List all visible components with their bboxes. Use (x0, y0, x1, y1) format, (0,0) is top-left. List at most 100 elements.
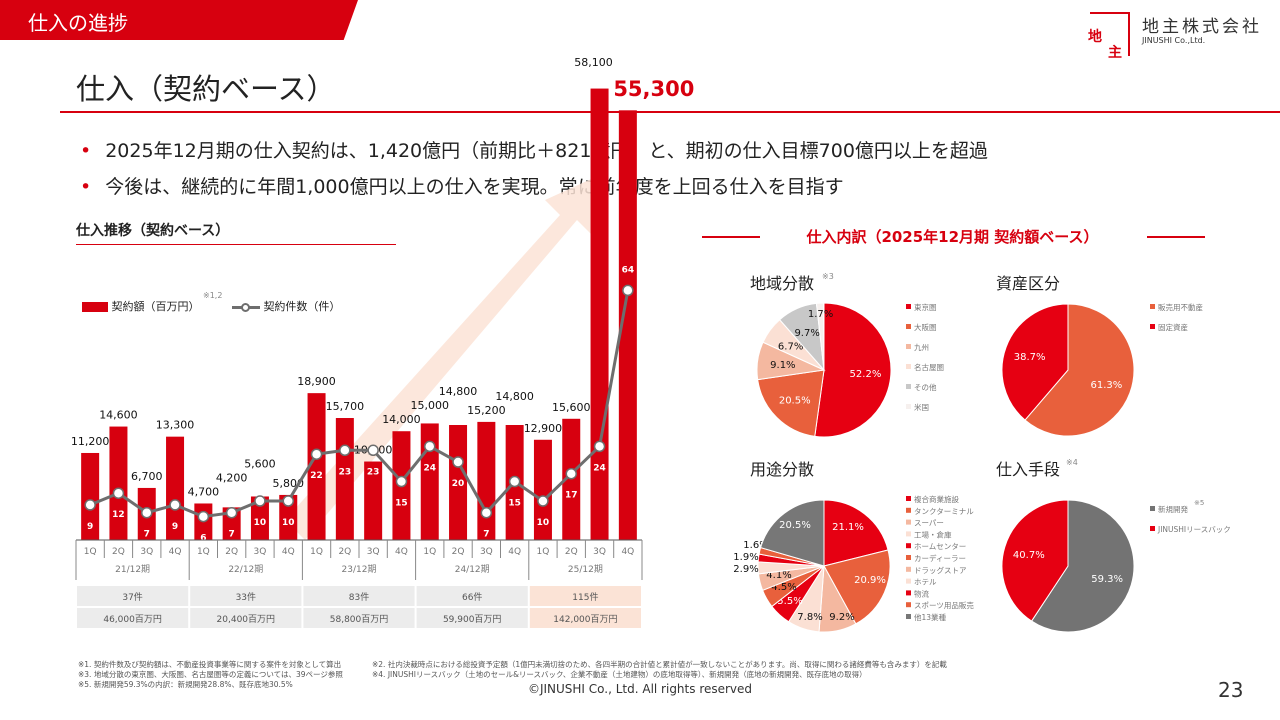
pie-slice (815, 302, 825, 371)
footnote: ※4. JINUSHIリースバック（土地のセール&リースバック、企業不動産（土地… (372, 670, 867, 679)
pie-slice-label: 38.7% (1014, 352, 1046, 363)
legend-swatch (906, 304, 911, 309)
x-tick-label: 4Q (621, 547, 634, 557)
count-value-label: 64 (622, 265, 635, 275)
legend-label: その他 (914, 382, 937, 392)
x-tick-label: 3Q (593, 547, 606, 557)
bar-value-label: 15,000 (411, 399, 450, 412)
pie-slice-label: 61.3% (1090, 380, 1122, 391)
pie-slice-label: 40.7% (1013, 550, 1045, 561)
legend-label: ホームセンター (914, 542, 966, 551)
pie-slice (1030, 499, 1135, 633)
pie-slice (1024, 303, 1135, 437)
bar-contract-amount (364, 461, 383, 540)
x-tick-label: 2Q (565, 547, 578, 557)
count-point (537, 495, 549, 507)
pie-slice-label: 52.2% (850, 369, 882, 380)
footnotes-left: ※1. 契約件数及び契約額は、不動産投資事業等に関する案件を対象として算出 ※3… (78, 660, 343, 690)
copyright: ©JINUSHI Co., Ltd. All rights reserved (527, 682, 753, 696)
x-tick-label: 1Q (84, 547, 97, 557)
count-value-label: 15 (508, 499, 521, 509)
legend-label: タンクターミナル (914, 507, 974, 516)
bar-value-label: 4,200 (216, 471, 248, 484)
x-tick-label: 1Q (310, 547, 323, 557)
pie-title-region: 地域分散 ※3 (750, 272, 834, 293)
bullet-item: • 今後は、継続的に年間1,000億円以上の仕入を実現。常に前年度を上回る仕入を目… (80, 176, 844, 198)
bar-value-label: 4,700 (188, 485, 220, 498)
bar-contract-amount (449, 425, 468, 540)
annual-count: 37件 (122, 591, 142, 603)
x-tick-label: 1Q (537, 547, 550, 557)
legend-swatch (906, 531, 911, 537)
pie-slice-label: 20.9% (854, 575, 886, 586)
count-point (225, 506, 238, 519)
count-value-label: 22 (310, 471, 323, 481)
legend-line-label: 契約件数（件） (263, 300, 341, 313)
count-point (112, 487, 125, 499)
legend-label: 工場・倉庫 (914, 529, 952, 539)
legend-note: ※1,2 (203, 291, 223, 300)
legend-swatch (906, 590, 911, 596)
bar-value-label: 58,100 (574, 56, 613, 69)
page-title: 仕入（契約ベース） (76, 72, 336, 106)
count-value-label: 24 (593, 463, 606, 473)
pie-slice-label: 9.2% (829, 612, 854, 623)
legend-label: 九州 (914, 343, 929, 352)
footnote: ※1. 契約件数及び契約額は、不動産投資事業等に関する案件を対象として算出 (78, 660, 342, 669)
legend-swatch (906, 555, 911, 560)
count-value-label: 23 (367, 467, 380, 477)
x-tick-label: 1Q (423, 547, 436, 557)
x-tick-label: 3Q (367, 547, 380, 557)
bullet-item: • 2025年12月期の仕入契約は、1,420億円（前期比＋821億円）と、期初の… (80, 140, 988, 162)
pie-slice-label: 2.9% (733, 564, 758, 575)
count-value-label: 12 (112, 510, 125, 520)
x-tick-label: 2Q (452, 547, 465, 557)
legend-label: 東京圏 (914, 302, 937, 312)
pie-title-rule (1147, 236, 1205, 238)
logo-text-en: JINUSHI Co.,Ltd. (1142, 36, 1206, 45)
legend-label: ドラッグストア (914, 565, 967, 575)
x-tick-label: 2Q (338, 547, 351, 557)
pie-slice-label: 9.1% (770, 360, 795, 371)
bar-contract-amount (335, 418, 354, 540)
pie-chart-2: 61.3% 38.7% (1001, 303, 1135, 437)
count-point (622, 284, 634, 297)
count-point (197, 510, 210, 523)
logo-mark (1090, 12, 1130, 56)
pie-chart-4: 59.3% 40.7% (1001, 499, 1135, 633)
pie-slice (814, 302, 892, 438)
count-value-label: 9 (172, 522, 178, 532)
pie-slice-label: 4.5% (771, 582, 796, 593)
count-value-label: 7 (229, 530, 235, 540)
legend-label: 複合商業施設 (914, 494, 959, 504)
bar-value-label: 55,300 (613, 77, 694, 101)
bar-contract-amount (250, 496, 269, 540)
annual-amount-cell (416, 608, 528, 628)
pie-slice-label: 20.5% (779, 395, 811, 406)
period-label: 24/12期 (455, 564, 490, 575)
count-value-label: 24 (423, 463, 436, 473)
pie-slice-label: 20.5% (779, 520, 811, 531)
x-tick-label: 1Q (197, 547, 210, 557)
annual-count: 66件 (462, 591, 482, 603)
legend-label: 名古屋圏 (914, 362, 944, 372)
count-point (141, 506, 153, 519)
bar-value-label: 15,200 (467, 404, 506, 417)
logo-text-jp: 地主株式会社 (1142, 17, 1262, 37)
period-label: 22/12期 (228, 564, 263, 575)
pie-chart-1: 52.2% 20.5% 9.1% 6.7% 9.7% 1.7% (756, 302, 892, 438)
count-point (593, 440, 606, 453)
annual-count-cell (303, 586, 415, 606)
bar-value-label: 18,900 (297, 375, 336, 388)
count-point (480, 506, 493, 519)
count-point (282, 495, 294, 507)
annual-count-cell (190, 586, 302, 606)
legend-swatch (906, 543, 911, 549)
count-point (452, 456, 464, 468)
period-label: 25/12期 (568, 564, 603, 575)
count-value-label: 10 (537, 518, 550, 528)
x-tick-label: 2Q (112, 547, 125, 557)
bar-value-label: 15,700 (326, 400, 365, 413)
pie-slice (823, 549, 891, 625)
